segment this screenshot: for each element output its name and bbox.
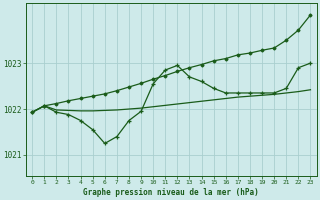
X-axis label: Graphe pression niveau de la mer (hPa): Graphe pression niveau de la mer (hPa) — [84, 188, 259, 197]
